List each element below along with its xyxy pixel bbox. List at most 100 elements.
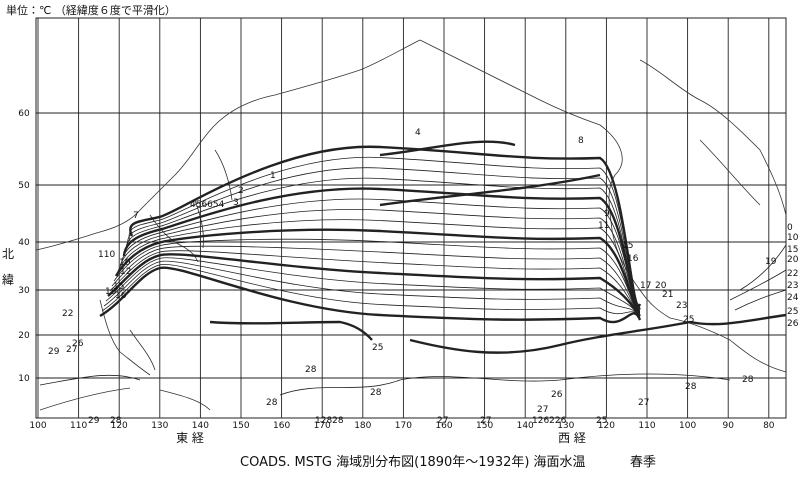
- isotherm-label: 25: [596, 416, 607, 426]
- isotherm-label: 16: [627, 254, 639, 264]
- isotherm: [105, 257, 641, 318]
- lon-label: 130: [557, 421, 574, 431]
- isotherm-label: 26: [787, 319, 799, 329]
- lon-label: 150: [232, 421, 249, 431]
- north-label: 北: [2, 247, 14, 261]
- graticule: [35, 17, 787, 419]
- north-label: 緯: [2, 273, 14, 287]
- isotherm-label: 9: [604, 209, 610, 219]
- east-label: 東 経: [176, 431, 204, 445]
- isotherm-label: 29: [88, 416, 100, 426]
- isotherm-label: 17: [640, 281, 651, 291]
- isotherm: [409, 313, 787, 354]
- isotherm-label: 16: [115, 291, 127, 301]
- lon-label: 100: [679, 421, 696, 431]
- isotherm-label: 24: [787, 293, 799, 303]
- lon-label: 130: [151, 421, 168, 431]
- west-label: 西 経: [558, 431, 586, 445]
- isotherm: [127, 167, 641, 308]
- isotherm-label: 26: [551, 390, 563, 400]
- isotherm: [103, 260, 641, 319]
- isotherm: [111, 245, 641, 315]
- season: 春季: [630, 455, 656, 470]
- isotherm: [114, 228, 641, 314]
- isotherm-label: 25: [683, 315, 694, 325]
- inland: [639, 59, 787, 216]
- isotherm-label: 7: [133, 211, 139, 221]
- isotherm-label: 27: [480, 416, 491, 426]
- isotherm-label: 10: [119, 258, 131, 268]
- america-coast: [419, 39, 787, 373]
- isotherm: [128, 156, 641, 307]
- isotherm: [117, 219, 641, 312]
- lon-label: 110: [70, 421, 87, 431]
- isotherm-label: 20: [787, 255, 799, 265]
- lon-label: 140: [517, 421, 534, 431]
- isotherm-label: 10: [787, 233, 799, 243]
- lon-label: 120: [598, 421, 615, 431]
- isotherm: [39, 373, 731, 396]
- lon-label: 170: [395, 421, 412, 431]
- asia-coast: [35, 39, 421, 263]
- isotherm-label: 12: [120, 267, 131, 277]
- isotherm-label: 1: [270, 171, 276, 181]
- lon-label: 150: [476, 421, 493, 431]
- isotherm-label: 15: [113, 282, 124, 292]
- lon-label: 90: [722, 421, 734, 431]
- isotherm-label: 28: [370, 388, 382, 398]
- isotherm-label: 19: [765, 257, 777, 267]
- isotherm-label: 26: [72, 339, 84, 349]
- lon-label: 80: [763, 421, 775, 431]
- lat-label: 40: [18, 238, 30, 248]
- isotherm-label: 27: [437, 416, 448, 426]
- isotherm-label: 12828: [315, 416, 344, 426]
- isotherm: [121, 198, 641, 310]
- isotherm-label: 27: [66, 345, 77, 355]
- isotherm-label: 0: [787, 223, 793, 233]
- lon-label: 140: [192, 421, 209, 431]
- isotherm-label: 22: [787, 269, 798, 279]
- isotherms: [39, 140, 787, 396]
- islands: [39, 299, 211, 411]
- isotherm: [209, 320, 373, 341]
- caption: COADS. MSTG 海域別分布図(1890年～1932年) 海面水温: [240, 455, 586, 470]
- isotherm: [119, 208, 641, 311]
- isotherm-label: 28: [110, 416, 122, 426]
- isotherm-label: 110: [98, 250, 115, 260]
- isotherm-label: 28: [305, 365, 317, 375]
- isotherm: [122, 187, 642, 310]
- lon-label: 160: [273, 421, 290, 431]
- isotherm: [113, 238, 641, 314]
- isotherm-label: 27: [638, 398, 649, 408]
- isotherm-label: 22: [62, 309, 73, 319]
- isotherm-label: 23: [676, 301, 687, 311]
- isotherm-label: 28: [685, 382, 697, 392]
- isotherm-label: 29: [48, 347, 60, 357]
- isotherm-label: 4: [415, 128, 421, 138]
- lat-label: 30: [18, 286, 30, 296]
- lat-label: 20: [18, 331, 30, 341]
- isotherm-label: 28: [742, 375, 754, 385]
- lon-label: 170: [314, 421, 331, 431]
- isotherm-label: 20: [655, 281, 667, 291]
- isotherm-label: 27: [537, 405, 548, 415]
- lat-label: 60: [18, 109, 30, 119]
- isotherm-label: 15: [622, 241, 633, 251]
- isotherm-label: 19: [105, 287, 117, 297]
- isotherm-label: 11: [598, 221, 609, 231]
- isotherm: [125, 177, 641, 309]
- isotherm: [107, 253, 641, 317]
- lon-label: 100: [29, 421, 46, 431]
- isotherm: [379, 140, 516, 157]
- isotherm-label: 21: [662, 290, 673, 300]
- lat-label: 10: [18, 374, 30, 384]
- coastlines: [35, 39, 787, 411]
- lon-label: 110: [638, 421, 655, 431]
- isotherm-label: 8: [578, 136, 584, 146]
- isotherm: [379, 173, 601, 207]
- lat-label: 50: [18, 181, 30, 191]
